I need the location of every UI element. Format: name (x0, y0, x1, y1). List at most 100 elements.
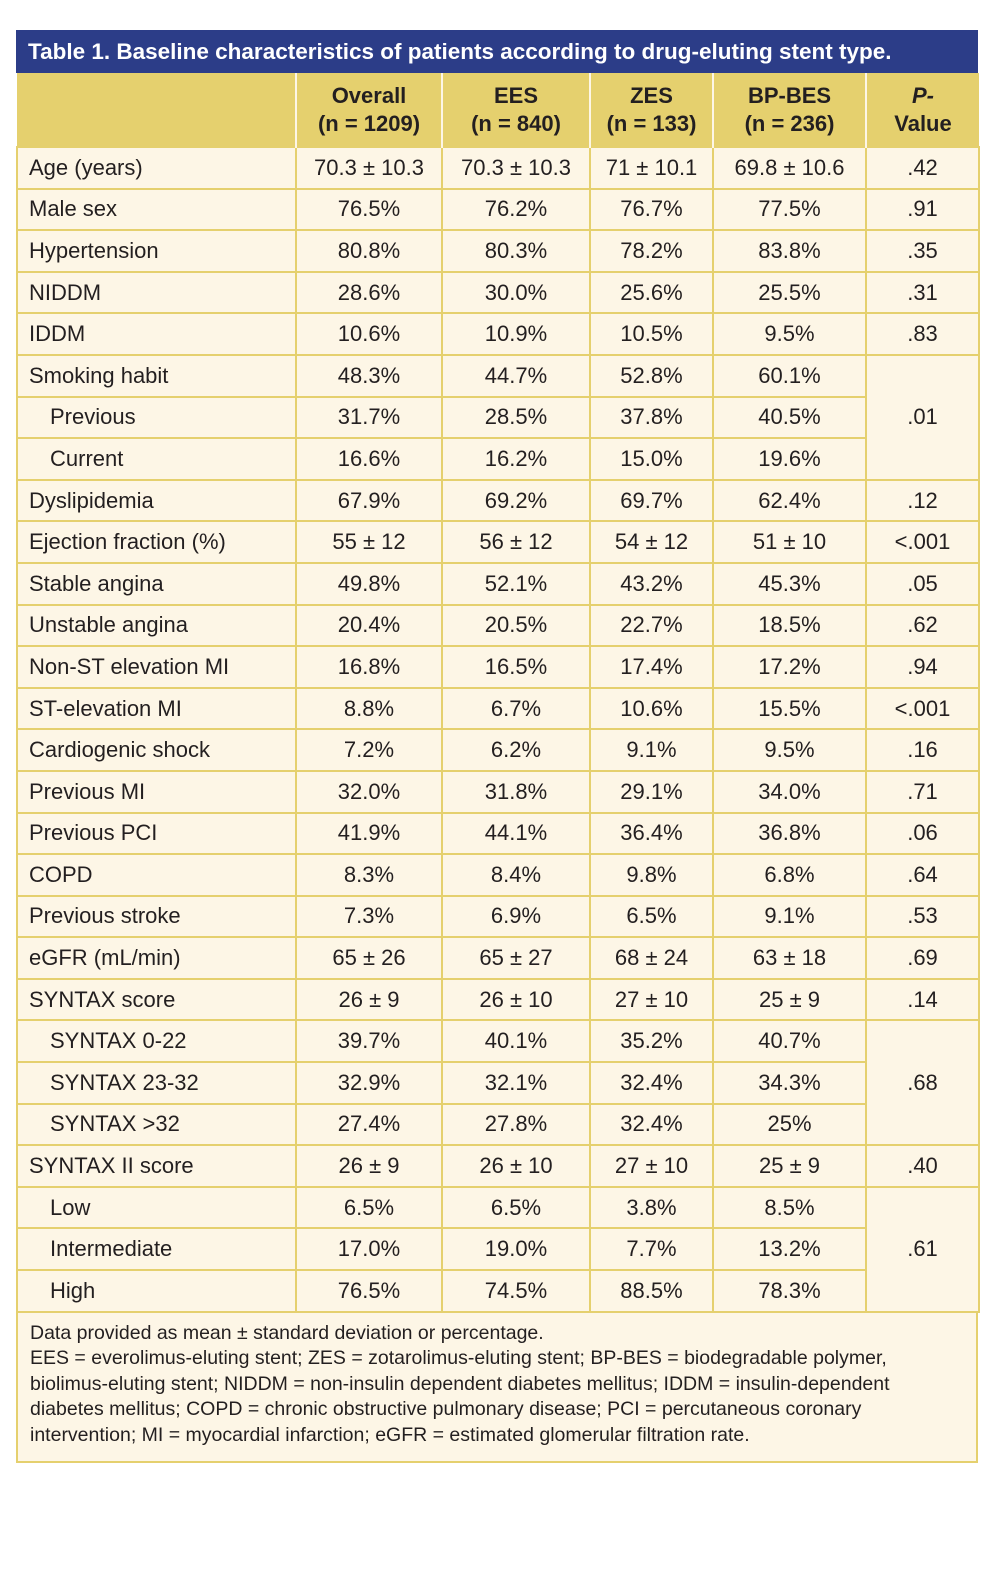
cell-value: 17.0% (295, 1227, 443, 1272)
table-row: Stable angina 49.8% 52.1% 43.2% 45.3% .05 (16, 561, 980, 606)
row-label: Previous MI (16, 769, 297, 814)
cell-value: 26 ± 9 (295, 977, 443, 1022)
cell-value: 16.6% (295, 437, 443, 481)
column-header-line2: (n = 133) (606, 110, 697, 136)
cell-value: 8.3% (295, 853, 443, 897)
cell-value: 40.7% (712, 1019, 867, 1064)
column-header-line2: (n = 840) (471, 110, 561, 136)
column-header: P- Value (865, 73, 979, 147)
cell-value: 69.8 ± 10.6 (712, 146, 867, 190)
cell-value: 48.3% (295, 353, 443, 398)
cell-value: 9.5% (712, 728, 867, 772)
cell-value: 25.5% (712, 270, 867, 315)
p-value: .91 (865, 187, 980, 232)
cell-value: 76.5% (295, 187, 443, 232)
table-row: SYNTAX II score 26 ± 9 26 ± 10 27 ± 10 25 ± … (16, 1144, 980, 1188)
cell-value: 10.9% (441, 312, 591, 356)
cell-value: 31.8% (441, 769, 591, 814)
cell-value: 44.7% (441, 353, 591, 398)
table-row: Age (years) 70.3 ± 10.3 70.3 ± 10.3 71 ± 10… (16, 146, 980, 190)
cell-value: 20.5% (441, 603, 591, 648)
table-row: Low 6.5% 6.5% 3.8% 8.5% .61 (16, 1185, 980, 1313)
table-row: SYNTAX score 26 ± 9 26 ± 10 27 ± 10 25 ± 9.1… (16, 977, 980, 1022)
cell-value: 19.6% (712, 437, 867, 481)
footnote-1: Data provided as mean ± standard deviati… (30, 1321, 544, 1344)
cell-value: 8.8% (295, 686, 443, 731)
row-label: SYNTAX II score (16, 1144, 297, 1188)
row-label: Male sex (16, 187, 297, 232)
cell-value: 7.3% (295, 894, 443, 939)
cell-value: 39.7% (295, 1019, 443, 1064)
column-header: BP-BES (n = 236) (712, 73, 866, 147)
p-value: .68 (865, 1019, 980, 1147)
cell-value: 78.2% (589, 229, 714, 273)
cell-value: 25% (712, 1102, 867, 1147)
cell-value: 3.8% (589, 1185, 714, 1230)
cell-value: 52.8% (589, 353, 714, 398)
row-label: Hypertension (16, 229, 297, 273)
table-row: eGFR (mL/min) 65 ± 26 65 ± 27 68 ± 24 63 ± 1… (16, 936, 980, 980)
cell-value: 45.3% (712, 561, 867, 606)
cell-value: 27.8% (441, 1102, 591, 1147)
row-label: ST-elevation MI (16, 686, 297, 731)
row-label: IDDM (16, 312, 297, 356)
column-header-line1: Overall (331, 82, 407, 108)
table-row: Intermediate 17.0% 19.0% 7.7% 13.2% (16, 1227, 979, 1272)
table-row: Smoking habit 48.3% 44.7% 52.8% 60.1% .01 (16, 353, 980, 481)
cell-value: 17.4% (589, 645, 714, 689)
table-row: Previous stroke 7.3% 6.9% 6.5% 9.1% .53 (16, 894, 980, 939)
table-row: Previous 31.7% 28.5% 37.8% 40.5% (16, 395, 979, 440)
row-label: Unstable angina (16, 603, 297, 648)
cell-value: 16.8% (295, 645, 443, 689)
cell-value: 28.5% (441, 395, 591, 440)
row-label: eGFR (mL/min) (16, 936, 297, 980)
column-header: ZES (n = 133) (589, 73, 713, 147)
cell-value: 9.8% (589, 853, 714, 897)
cell-value: 69.7% (589, 478, 714, 523)
cell-value: 6.9% (441, 894, 591, 939)
cell-value: 54 ± 12 (589, 520, 714, 564)
p-value: .14 (865, 977, 980, 1022)
table-row: Ejection fraction (%) 55 ± 12 56 ± 12 54 ± … (16, 520, 980, 564)
cell-value: 13.2% (712, 1227, 867, 1272)
cell-value: 25 ± 9 (712, 1144, 867, 1188)
table-row: COPD 8.3% 8.4% 9.8% 6.8% .64 (16, 853, 980, 897)
table-row: IDDM 10.6% 10.9% 10.5% 9.5% .83 (16, 312, 980, 356)
cell-value: 80.3% (441, 229, 591, 273)
cell-value: 29.1% (589, 769, 714, 814)
p-value: .05 (865, 561, 980, 606)
p-value: <.001 (865, 686, 980, 731)
cell-value: 28.6% (295, 270, 443, 315)
table-row: Unstable angina 20.4% 20.5% 22.7% 18.5% .62 (16, 603, 980, 648)
cell-value: 6.7% (441, 686, 591, 731)
table-row: SYNTAX 23-32 32.9% 32.1% 32.4% 34.3% (16, 1061, 979, 1105)
column-header-line2: Value (894, 110, 952, 136)
cell-value: 26 ± 10 (441, 1144, 591, 1188)
cell-value: 10.6% (589, 686, 714, 731)
column-header-line1: ZES (630, 82, 673, 108)
p-value: .31 (865, 270, 980, 315)
row-label: SYNTAX >32 (16, 1102, 297, 1147)
cell-value: 88.5% (589, 1269, 714, 1313)
table-row: ST-elevation MI 8.8% 6.7% 10.6% 15.5% <.001 (16, 686, 980, 731)
cell-value: 34.3% (712, 1061, 867, 1105)
cell-value: 32.9% (295, 1061, 443, 1105)
cell-value: 71 ± 10.1 (589, 146, 714, 190)
cell-value: 44.1% (441, 811, 591, 856)
row-label: Cardiogenic shock (16, 728, 297, 772)
cell-value: 9.1% (712, 894, 867, 939)
cell-value: 6.2% (441, 728, 591, 772)
p-value: .62 (865, 603, 980, 648)
row-label: Intermediate (16, 1227, 297, 1272)
p-value: .06 (865, 811, 980, 856)
column-header (17, 73, 296, 147)
cell-value: 67.9% (295, 478, 443, 523)
cell-value: 49.8% (295, 561, 443, 606)
table-row: Hypertension 80.8% 80.3% 78.2% 83.8% .35 (16, 229, 980, 273)
table-row: SYNTAX >32 27.4% 27.8% 32.4% 25% (16, 1102, 979, 1147)
row-label: Previous stroke (16, 894, 297, 939)
cell-value: 25.6% (589, 270, 714, 315)
cell-value: 68 ± 24 (589, 936, 714, 980)
row-label: SYNTAX 0-22 (16, 1019, 297, 1064)
row-label: SYNTAX 23-32 (16, 1061, 297, 1105)
